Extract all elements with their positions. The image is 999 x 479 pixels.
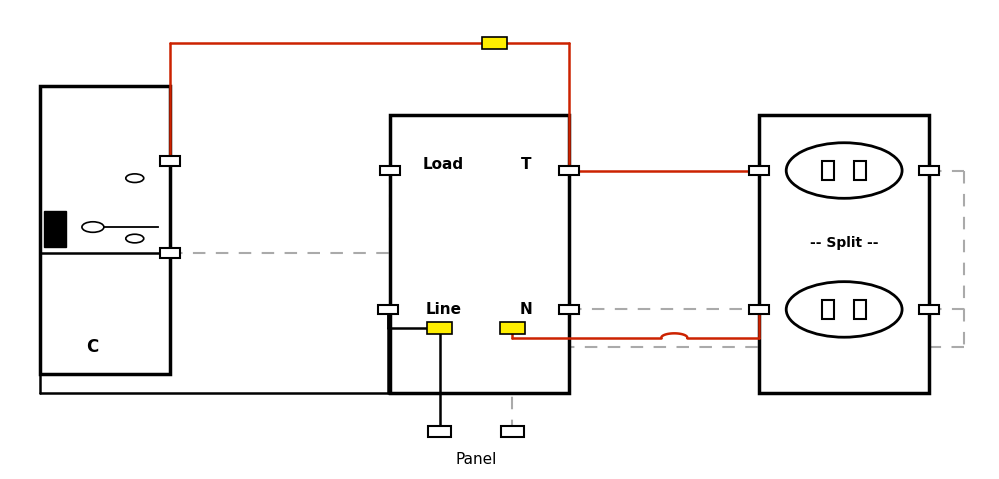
Bar [40,86,170,374]
Bar [390,115,569,393]
Bar [559,166,579,175]
Bar [428,322,452,334]
Bar [854,300,866,319]
Bar [378,305,398,314]
Bar [500,322,525,334]
Text: Load: Load [423,158,465,172]
Bar [428,425,452,437]
Circle shape [786,143,902,198]
Bar [160,156,180,166]
Bar [919,166,939,175]
Bar [749,305,769,314]
Text: C: C [86,338,98,356]
Text: Panel: Panel [456,452,497,468]
Bar [44,211,66,247]
Text: -- Split --: -- Split -- [810,236,878,250]
Bar [854,161,866,180]
Circle shape [786,282,902,337]
Text: Line: Line [426,302,462,317]
Bar [822,300,834,319]
Bar [501,425,523,437]
Bar [919,305,939,314]
Bar [160,248,180,258]
Bar [749,166,769,175]
Bar [822,161,834,180]
Bar [559,305,579,314]
Bar [759,115,929,393]
Text: T: T [521,158,531,172]
Circle shape [82,222,104,232]
Bar [380,166,400,175]
Circle shape [126,234,144,243]
Bar [482,37,506,49]
Circle shape [126,174,144,182]
Text: N: N [519,302,532,317]
